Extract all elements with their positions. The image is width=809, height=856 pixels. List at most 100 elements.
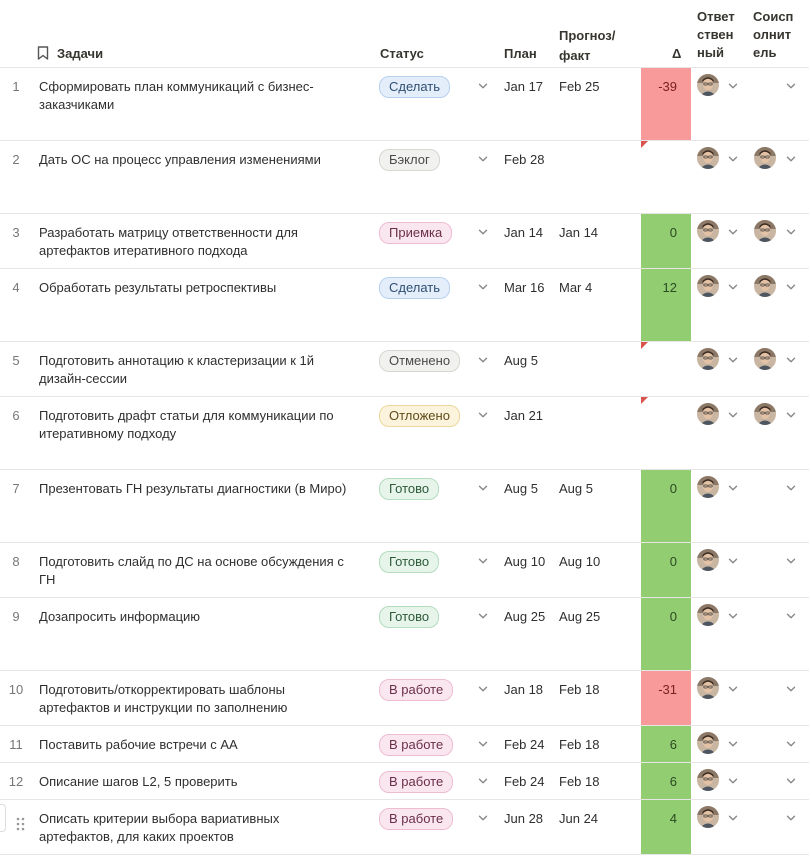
fact-date[interactable]: Jun 24	[559, 811, 599, 826]
status-badge[interactable]: В работе	[379, 734, 454, 756]
responsible-avatar[interactable]	[697, 74, 719, 96]
fact-date[interactable]: Aug 10	[559, 554, 601, 569]
task-title[interactable]: Поставить рабочие встречи с АА	[39, 736, 374, 754]
responsible-avatar[interactable]	[697, 806, 719, 828]
status-chevron-down-icon[interactable]	[478, 776, 488, 786]
plan-date[interactable]: Feb 28	[504, 152, 545, 167]
status-badge[interactable]: Отложено	[379, 405, 460, 427]
column-header-tasks[interactable]: Задачи	[37, 44, 103, 64]
responsible-avatar[interactable]	[697, 677, 719, 699]
status-chevron-down-icon[interactable]	[478, 282, 488, 292]
table-row[interactable]: Описать критерии выбора вариативных арте…	[0, 800, 809, 855]
status-chevron-down-icon[interactable]	[478, 410, 488, 420]
coexecutor-chevron-down-icon[interactable]	[786, 684, 796, 694]
fact-date[interactable]: Feb 18	[559, 682, 600, 697]
table-row[interactable]: 8 Подготовить слайд по ДС на основе обсу…	[0, 543, 809, 598]
responsible-avatar[interactable]	[697, 476, 719, 498]
responsible-chevron-down-icon[interactable]	[728, 684, 738, 694]
responsible-avatar[interactable]	[697, 604, 719, 626]
coexecutor-chevron-down-icon[interactable]	[786, 483, 796, 493]
plan-date[interactable]: Jun 28	[504, 811, 544, 826]
responsible-chevron-down-icon[interactable]	[728, 813, 738, 823]
task-title[interactable]: Сформировать план коммуникаций с бизнес-…	[39, 78, 374, 114]
table-row[interactable]: 9 Дозапросить информацию Готово Aug 25 Aug…	[0, 598, 809, 671]
task-title[interactable]: Подготовить/откорректировать шаблоны арт…	[39, 681, 374, 717]
table-row[interactable]: 5 Подготовить аннотацию к кластеризации …	[0, 342, 809, 397]
task-title[interactable]: Дозапросить информацию	[39, 608, 374, 626]
coexecutor-chevron-down-icon[interactable]	[786, 81, 796, 91]
status-badge[interactable]: Отменено	[379, 350, 461, 372]
responsible-chevron-down-icon[interactable]	[728, 556, 738, 566]
status-chevron-down-icon[interactable]	[478, 556, 488, 566]
task-title[interactable]: Дать ОС на процесс управления изменениям…	[39, 151, 374, 169]
responsible-chevron-down-icon[interactable]	[728, 154, 738, 164]
responsible-avatar[interactable]	[697, 403, 719, 425]
status-badge[interactable]: Бэклог	[379, 149, 440, 171]
plan-date[interactable]: Aug 10	[504, 554, 546, 569]
task-title[interactable]: Описание шагов L2, 5 проверить	[39, 773, 374, 791]
column-header-coexecutor[interactable]: Соисп олнит ель	[753, 8, 793, 62]
column-header-responsible[interactable]: Ответ ствен ный	[697, 8, 735, 62]
coexecutor-chevron-down-icon[interactable]	[786, 739, 796, 749]
plan-date[interactable]: Jan 14	[504, 225, 544, 240]
status-badge[interactable]: Готово	[379, 551, 440, 573]
plan-date[interactable]: Jan 18	[504, 682, 544, 697]
table-row[interactable]: 12 Описание шагов L2, 5 проверить В рабо…	[0, 763, 809, 800]
responsible-chevron-down-icon[interactable]	[728, 739, 738, 749]
column-header-plan[interactable]: План	[504, 46, 537, 61]
coexecutor-avatar[interactable]	[754, 403, 776, 425]
coexecutor-chevron-down-icon[interactable]	[786, 355, 796, 365]
responsible-avatar[interactable]	[697, 147, 719, 169]
table-row[interactable]: 7 Презентовать ГН результаты диагностики…	[0, 470, 809, 543]
responsible-chevron-down-icon[interactable]	[728, 282, 738, 292]
status-badge[interactable]: Приемка	[379, 222, 453, 244]
plan-date[interactable]: Mar 16	[504, 280, 545, 295]
status-badge[interactable]: В работе	[379, 808, 454, 830]
plan-date[interactable]: Aug 5	[504, 481, 538, 496]
drag-handle-icon[interactable]	[14, 816, 28, 834]
fact-date[interactable]: Feb 25	[559, 79, 600, 94]
status-badge[interactable]: В работе	[379, 771, 454, 793]
table-row[interactable]: 11 Поставить рабочие встречи с АА В рабо…	[0, 726, 809, 763]
responsible-chevron-down-icon[interactable]	[728, 227, 738, 237]
plan-date[interactable]: Aug 25	[504, 609, 546, 624]
coexecutor-avatar[interactable]	[754, 220, 776, 242]
table-row[interactable]: 6 Подготовить драфт статьи для коммуника…	[0, 397, 809, 470]
status-chevron-down-icon[interactable]	[478, 813, 488, 823]
status-chevron-down-icon[interactable]	[478, 81, 488, 91]
status-chevron-down-icon[interactable]	[478, 355, 488, 365]
status-chevron-down-icon[interactable]	[478, 739, 488, 749]
column-header-delta[interactable]: Δ	[672, 46, 682, 61]
table-row[interactable]: 3 Разработать матрицу ответственности дл…	[0, 214, 809, 269]
table-row[interactable]: 4 Обработать результаты ретроспективы Сд…	[0, 269, 809, 342]
coexecutor-chevron-down-icon[interactable]	[786, 556, 796, 566]
status-badge[interactable]: Сделать	[379, 76, 451, 98]
task-title[interactable]: Подготовить драфт статьи для коммуникаци…	[39, 407, 374, 443]
task-title[interactable]: Описать критерии выбора вариативных арте…	[39, 810, 374, 846]
table-row[interactable]: 1 Сформировать план коммуникаций с бизне…	[0, 68, 809, 141]
plan-date[interactable]: Feb 24	[504, 737, 545, 752]
coexecutor-chevron-down-icon[interactable]	[786, 776, 796, 786]
status-chevron-down-icon[interactable]	[478, 611, 488, 621]
table-row[interactable]: 10 Подготовить/откорректировать шаблоны …	[0, 671, 809, 726]
coexecutor-avatar[interactable]	[754, 348, 776, 370]
responsible-avatar[interactable]	[697, 220, 719, 242]
column-header-status[interactable]: Статус	[380, 46, 424, 61]
coexecutor-chevron-down-icon[interactable]	[786, 611, 796, 621]
plan-date[interactable]: Jan 21	[504, 408, 544, 423]
responsible-avatar[interactable]	[697, 275, 719, 297]
status-badge[interactable]: Готово	[379, 606, 440, 628]
coexecutor-chevron-down-icon[interactable]	[786, 154, 796, 164]
plan-date[interactable]: Aug 5	[504, 353, 538, 368]
coexecutor-avatar[interactable]	[754, 275, 776, 297]
fact-date[interactable]: Mar 4	[559, 280, 593, 295]
status-chevron-down-icon[interactable]	[478, 684, 488, 694]
plan-date[interactable]: Feb 24	[504, 774, 545, 789]
status-chevron-down-icon[interactable]	[478, 154, 488, 164]
fact-date[interactable]: Jan 14	[559, 225, 599, 240]
responsible-chevron-down-icon[interactable]	[728, 410, 738, 420]
fact-date[interactable]: Feb 18	[559, 774, 600, 789]
side-panel-tab[interactable]	[0, 804, 6, 832]
fact-date[interactable]: Aug 25	[559, 609, 601, 624]
task-title[interactable]: Обработать результаты ретроспективы	[39, 279, 374, 297]
